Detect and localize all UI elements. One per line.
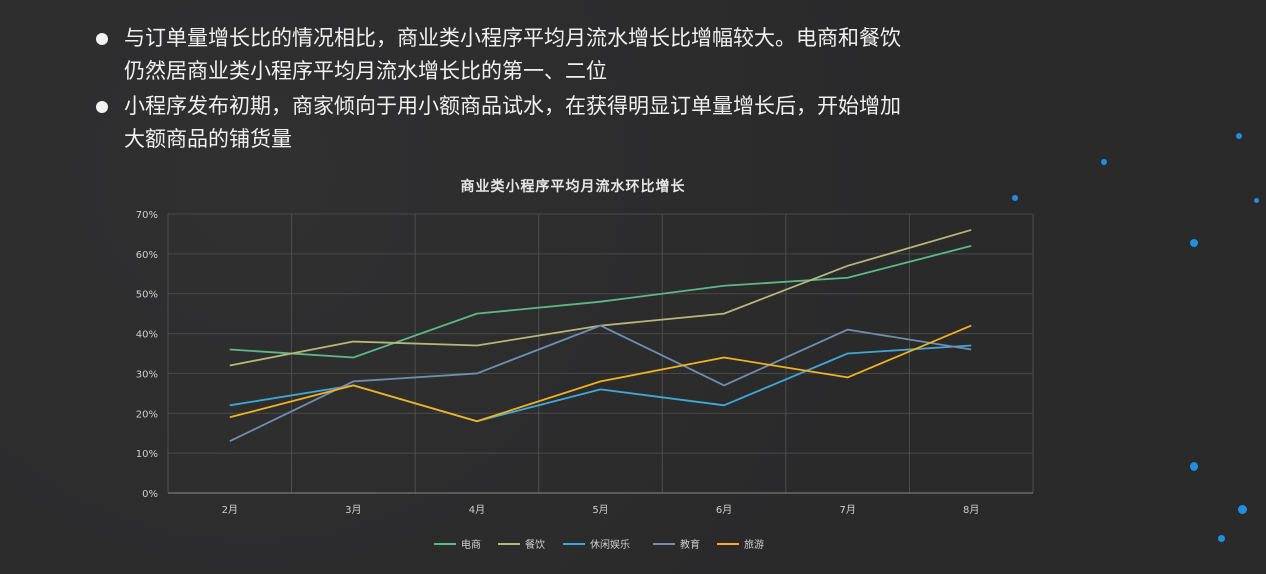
chart-title: 商业类小程序平均月流水环比增长 [461,178,686,195]
y-tick-label: 0% [142,489,158,500]
decor-dot [1254,198,1259,203]
y-tick-label: 50% [136,290,158,301]
decor-dot [1218,535,1225,542]
y-tick-label: 70% [136,210,158,221]
y-tick-label: 10% [136,449,158,460]
bullet-item-2: 小程序发布初期，商家倾向于用小额商品试水，在获得明显订单量增长后，开始增加 大额… [92,90,1052,156]
x-tick-label: 7月 [839,504,855,516]
series-line-2 [229,229,972,367]
bullet-item-1: 与订单量增长比的情况相比，商业类小程序平均月流水增长比增幅较大。电商和餐饮 仍然… [92,22,1052,88]
bullet-text-2a: 小程序发布初期，商家倾向于用小额商品试水，在获得明显订单量增长后，开始增加 [124,94,901,118]
decor-dot [1238,505,1247,514]
y-tick-label: 40% [136,330,158,341]
legend-label: 旅游 [744,538,764,551]
x-tick-label: 5月 [592,504,608,516]
y-tick-label: 20% [136,409,158,420]
chart-grid [167,213,1034,493]
bullet-dot-icon [96,101,108,113]
decor-dot [1012,195,1018,201]
chart-legend: 电商 餐饮 休闲娱乐 教育 旅游 [434,538,764,551]
y-tick-label: 30% [136,369,158,380]
x-tick-label: 2月 [222,504,238,516]
bullet-list: 与订单量增长比的情况相比，商业类小程序平均月流水增长比增幅较大。电商和餐饮 仍然… [92,22,1052,158]
x-tick-label: 4月 [469,504,485,516]
decor-dot [1236,133,1242,139]
legend-label: 电商 [461,538,481,551]
chart-series [229,229,972,442]
bullet-dot-icon [96,33,108,45]
bullet-text-2b: 大额商品的铺货量 [124,127,292,151]
decor-dot [1190,462,1198,471]
decor-dot [1190,239,1198,247]
legend-label: 教育 [680,538,700,551]
x-tick-label: 3月 [345,504,361,516]
x-tick-label: 6月 [716,504,732,516]
decor-dot [1101,159,1107,165]
chart-axes: 0% 10% 20% 30% 40% 50% 60% 70% 2月 3月 4月 5月 6月 7月 8月 [136,210,1033,516]
series-line-1 [229,245,972,359]
bullet-text-1a: 与订单量增长比的情况相比，商业类小程序平均月流水增长比增幅较大。电商和餐饮 [124,26,901,50]
bullet-text-1b: 仍然居商业类小程序平均月流水增长比的第一、二位 [124,59,607,83]
x-tick-label: 8月 [963,504,979,516]
series-line-5 [229,324,972,423]
series-line-4 [229,324,972,442]
legend-label: 餐饮 [525,538,545,551]
legend-label: 休闲娱乐 [590,538,630,551]
y-tick-label: 60% [136,250,158,261]
